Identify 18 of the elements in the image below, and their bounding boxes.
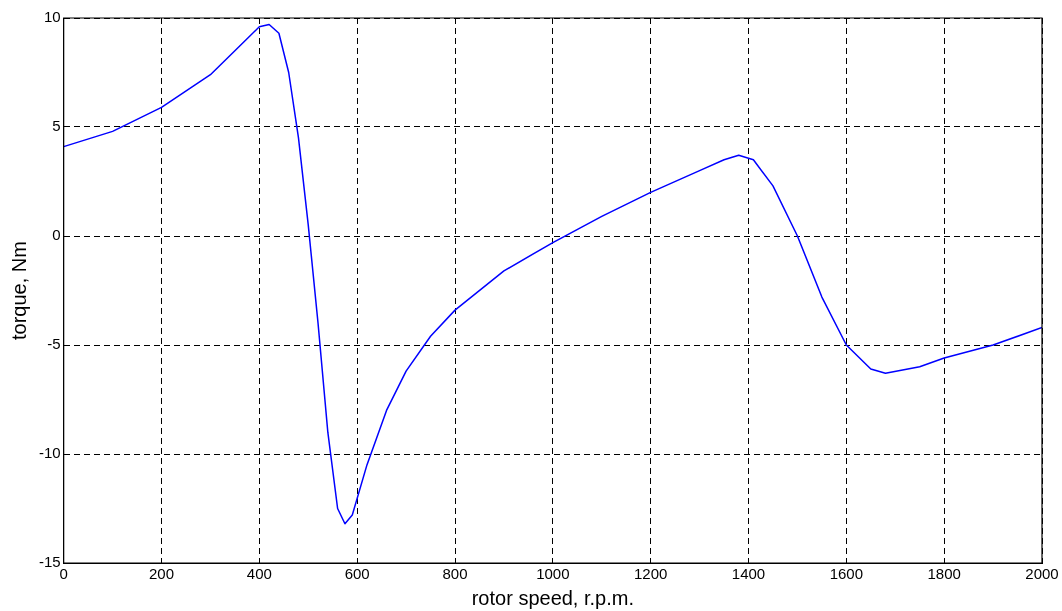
x-tick-label: 200: [149, 565, 175, 583]
x-tick-label: 1800: [927, 565, 961, 583]
x-tick-label: 1200: [633, 565, 668, 583]
y-tick-label: 5: [52, 117, 61, 135]
x-tick-label: 1600: [829, 565, 864, 583]
x-tick-label: 1400: [731, 565, 766, 583]
x-tick-label: 2000: [1025, 565, 1059, 583]
x-tick-label: 1000: [536, 565, 570, 583]
x-tick-label: 600: [344, 565, 370, 583]
y-tick-label: -15: [38, 553, 61, 571]
x-axis-title: rotor speed, r.p.m.: [471, 586, 634, 609]
y-axis-title: torque, Nm: [7, 241, 30, 340]
y-tick-label: -5: [47, 335, 61, 353]
x-tick-label: 800: [442, 565, 468, 583]
y-tick-label: 10: [43, 8, 61, 26]
y-tick-label: 0: [52, 226, 61, 244]
x-tick-label: 400: [246, 565, 272, 583]
y-tick-label: -10: [38, 444, 61, 462]
